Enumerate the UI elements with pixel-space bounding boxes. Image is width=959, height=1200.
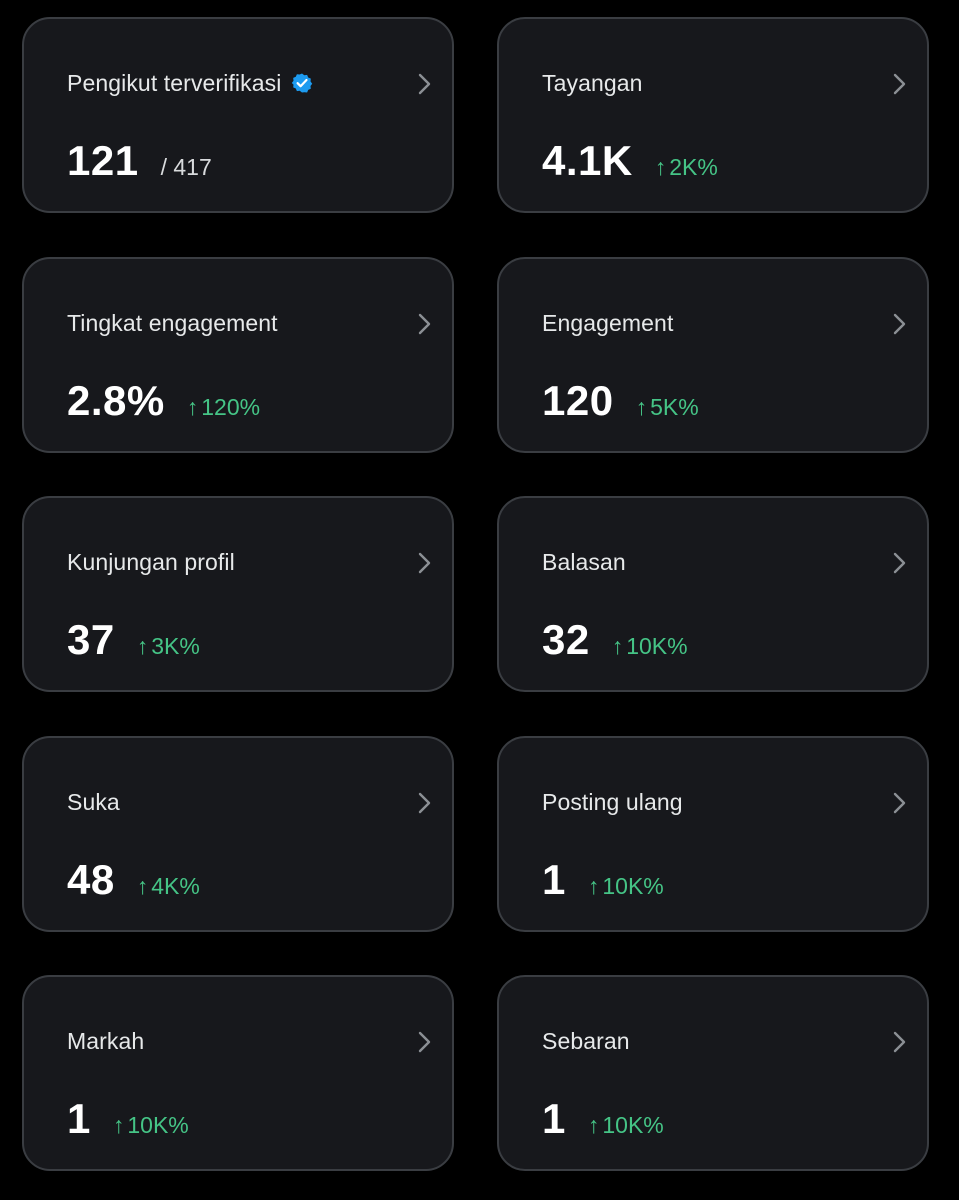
metric-value: 4.1K — [542, 137, 633, 184]
arrow-up-icon: ↑ — [654, 154, 667, 180]
arrow-up-icon: ↑ — [611, 633, 624, 659]
chevron-right-icon — [418, 792, 431, 814]
metric-card-bookmarks[interactable]: Markah 1 ↑ 10K% — [22, 975, 454, 1171]
card-value-row: 1 ↑ 10K% — [67, 1093, 189, 1145]
metric-value: 121 — [67, 137, 139, 184]
metric-total: / 417 — [160, 154, 212, 180]
card-value-row: 32 ↑ 10K% — [542, 614, 688, 666]
card-title-row: Posting ulang — [542, 786, 683, 818]
card-value-row: 4.1K ↑ 2K% — [542, 135, 718, 187]
change-percent: 5K% — [650, 394, 699, 420]
metric-value: 1 — [542, 856, 566, 903]
change-percent: 2K% — [669, 154, 718, 180]
chevron-right-icon — [418, 313, 431, 335]
arrow-up-icon: ↑ — [635, 394, 648, 420]
card-title: Suka — [67, 788, 120, 815]
metric-card-profile-visits[interactable]: Kunjungan profil 37 ↑ 3K% — [22, 496, 454, 692]
metric-value: 120 — [542, 377, 614, 424]
arrow-up-icon: ↑ — [186, 394, 199, 420]
card-title: Markah — [67, 1027, 145, 1054]
card-value-row: 120 ↑ 5K% — [542, 375, 699, 427]
metric-change: ↑ 10K% — [113, 1099, 189, 1151]
arrow-up-icon: ↑ — [112, 1112, 125, 1138]
card-title-row: Suka — [67, 786, 120, 818]
card-title-row: Tayangan — [542, 67, 643, 99]
card-title: Balasan — [542, 548, 626, 575]
metric-change: ↑ 5K% — [636, 381, 699, 433]
chevron-right-icon — [418, 1031, 431, 1053]
card-title-row: Sebaran — [542, 1025, 630, 1057]
chevron-right-icon — [418, 552, 431, 574]
card-title-row: Kunjungan profil — [67, 546, 235, 578]
metric-change: ↑ 4K% — [137, 860, 200, 912]
metric-card-engagement[interactable]: Engagement 120 ↑ 5K% — [497, 257, 929, 453]
card-title: Tingkat engagement — [67, 309, 278, 336]
card-value-row: 48 ↑ 4K% — [67, 854, 200, 906]
change-percent: 4K% — [151, 873, 200, 899]
metric-card-shares[interactable]: Sebaran 1 ↑ 10K% — [497, 975, 929, 1171]
change-percent: 120% — [201, 394, 261, 420]
chevron-right-icon — [418, 73, 431, 95]
card-title: Sebaran — [542, 1027, 630, 1054]
metric-change: ↑ 120% — [187, 381, 260, 433]
card-title: Pengikut terverifikasi — [67, 69, 282, 96]
arrow-up-icon: ↑ — [136, 633, 149, 659]
metric-value: 1 — [542, 1095, 566, 1142]
change-percent: 10K% — [602, 1112, 664, 1138]
metric-change: ↑ 10K% — [588, 1099, 664, 1151]
metric-card-reposts[interactable]: Posting ulang 1 ↑ 10K% — [497, 736, 929, 932]
arrow-up-icon: ↑ — [136, 873, 149, 899]
card-title-row: Markah — [67, 1025, 144, 1057]
change-percent: 10K% — [602, 873, 664, 899]
card-value-row: 1 ↑ 10K% — [542, 854, 664, 906]
card-title: Engagement — [542, 309, 674, 336]
card-value-row: 2.8% ↑ 120% — [67, 375, 260, 427]
metric-card-impressions[interactable]: Tayangan 4.1K ↑ 2K% — [497, 17, 929, 213]
metric-change: ↑ 3K% — [137, 620, 200, 672]
card-title-row: Pengikut terverifikasi — [67, 67, 313, 99]
change-percent: 10K% — [626, 633, 688, 659]
metric-change: ↑ 10K% — [612, 620, 688, 672]
metric-value: 37 — [67, 616, 115, 663]
metric-card-likes[interactable]: Suka 48 ↑ 4K% — [22, 736, 454, 932]
metric-card-replies[interactable]: Balasan 32 ↑ 10K% — [497, 496, 929, 692]
change-percent: 10K% — [127, 1112, 189, 1138]
card-title-row: Tingkat engagement — [67, 307, 278, 339]
arrow-up-icon: ↑ — [587, 1112, 600, 1138]
metric-change: ↑ 2K% — [655, 141, 718, 193]
card-title: Posting ulang — [542, 788, 683, 815]
arrow-up-icon: ↑ — [587, 873, 600, 899]
card-value-row: 121 / 417 — [67, 135, 212, 187]
metric-value: 2.8% — [67, 377, 165, 424]
change-percent: 3K% — [151, 633, 200, 659]
chevron-right-icon — [893, 552, 906, 574]
metric-value: 32 — [542, 616, 590, 663]
metric-card-engagement-rate[interactable]: Tingkat engagement 2.8% ↑ 120% — [22, 257, 454, 453]
verified-badge-icon — [292, 73, 313, 93]
metric-value: 48 — [67, 856, 115, 903]
chevron-right-icon — [893, 313, 906, 335]
metric-change: ↑ 10K% — [588, 860, 664, 912]
card-title: Tayangan — [542, 69, 643, 96]
card-value-row: 37 ↑ 3K% — [67, 614, 200, 666]
card-title: Kunjungan profil — [67, 548, 235, 575]
chevron-right-icon — [893, 792, 906, 814]
chevron-right-icon — [893, 73, 906, 95]
card-title-row: Engagement — [542, 307, 673, 339]
metric-value: 1 — [67, 1095, 91, 1142]
card-value-row: 1 ↑ 10K% — [542, 1093, 664, 1145]
metric-card-verified-followers[interactable]: Pengikut terverifikasi 121 / 417 — [22, 17, 454, 213]
chevron-right-icon — [893, 1031, 906, 1053]
card-title-row: Balasan — [542, 546, 626, 578]
